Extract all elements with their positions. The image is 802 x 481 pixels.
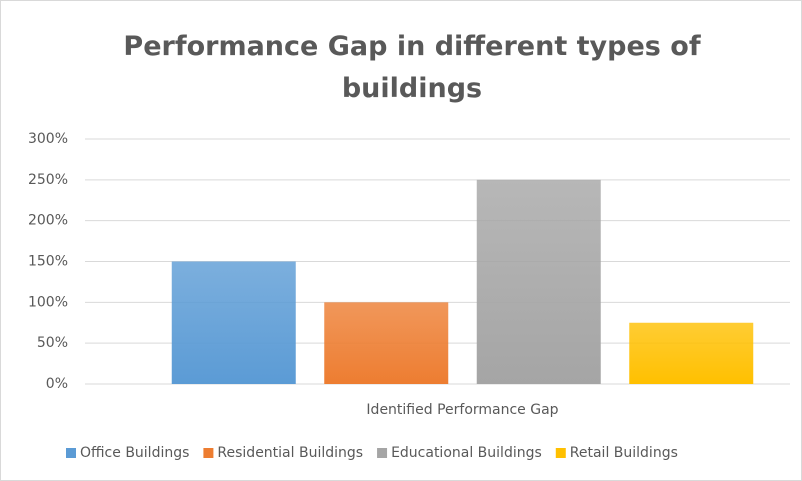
legend-label: Educational Buildings — [391, 445, 542, 461]
bar — [629, 322, 754, 384]
bar — [476, 179, 601, 384]
y-tick-label: 0% — [46, 376, 68, 392]
legend-swatch — [66, 448, 76, 458]
legend-label: Residential Buildings — [217, 445, 363, 461]
legend-swatch — [203, 448, 214, 458]
bar — [171, 261, 296, 384]
legend-swatch — [555, 448, 566, 458]
y-tick-label: 150% — [28, 254, 68, 270]
chart-title: Performance Gap in different types of bu… — [123, 31, 701, 104]
legend-label: Retail Buildings — [570, 445, 678, 461]
y-tick-label: 300% — [28, 131, 68, 147]
y-tick-label: 50% — [37, 335, 68, 351]
x-tick-label: Identified Performance Gap — [366, 402, 558, 418]
y-tick-label: 200% — [28, 213, 68, 229]
y-tick-label: 250% — [28, 172, 68, 188]
legend-swatch — [377, 448, 388, 458]
y-tick-label: 100% — [28, 294, 68, 310]
bar — [324, 302, 449, 384]
legend-label: Office Buildings — [80, 445, 189, 461]
